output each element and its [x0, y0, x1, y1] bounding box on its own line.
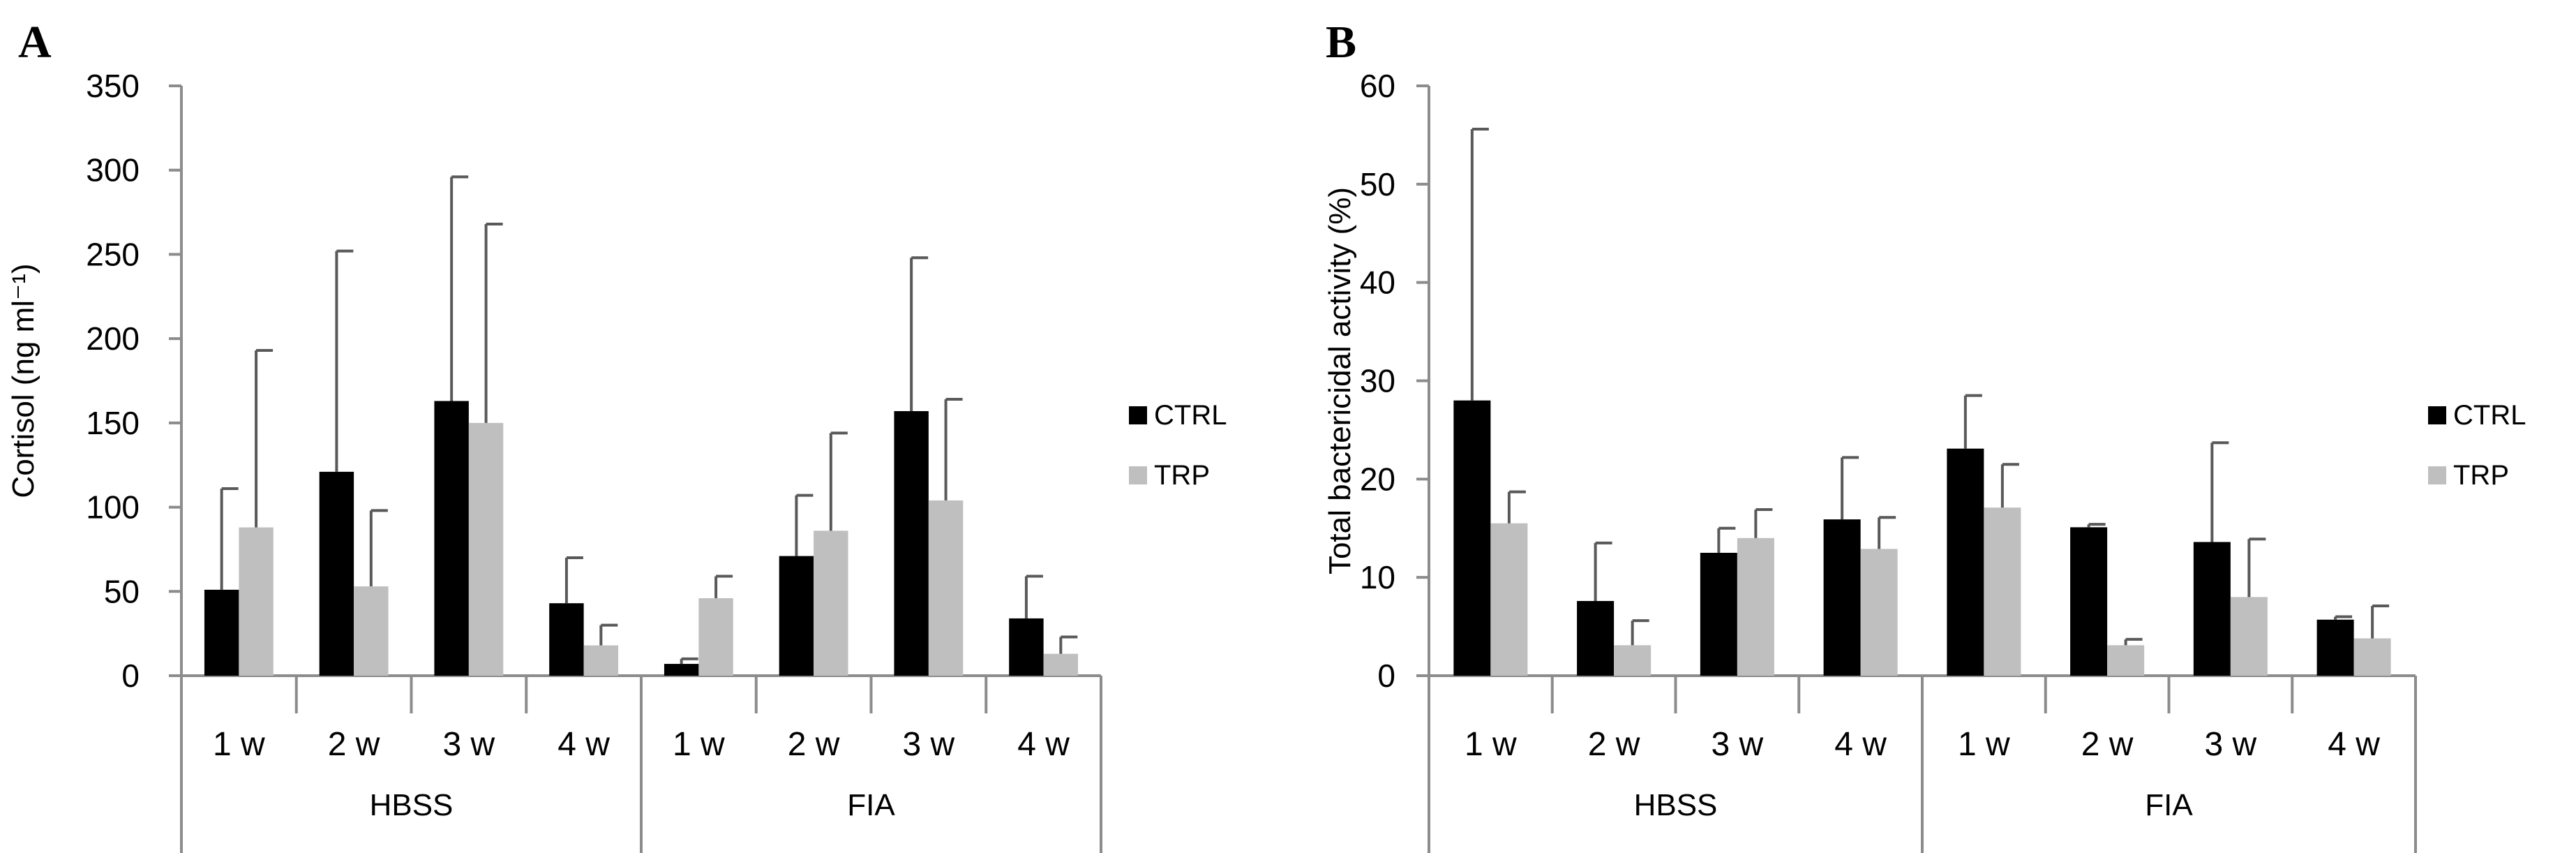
legend-swatch-trp — [2428, 466, 2446, 484]
y-tick-label: 200 — [86, 320, 140, 357]
y-tick-label: 50 — [104, 573, 140, 609]
bar-trp — [239, 527, 274, 676]
x-tick-label: 1 w — [1958, 726, 2010, 763]
y-tick-label: 150 — [86, 405, 140, 441]
bar-trp — [1043, 653, 1079, 676]
bar-ctrl — [894, 410, 929, 676]
group-label: HBSS — [370, 788, 454, 822]
y-tick-label: 10 — [1360, 559, 1395, 595]
x-tick-label: 1 w — [673, 726, 725, 763]
bar-trp — [2230, 597, 2268, 676]
y-axis-title: Cortisol (ng ml⁻¹) — [6, 263, 40, 498]
legend-label-trp: TRP — [1154, 460, 1210, 491]
bar-trp — [583, 645, 619, 676]
bar-ctrl — [319, 471, 354, 676]
group-label: FIA — [2145, 788, 2193, 822]
bar-trp — [1614, 645, 1652, 676]
y-tick-label: 300 — [86, 152, 140, 188]
x-tick-label: 2 w — [788, 726, 840, 763]
x-tick-label: 1 w — [1465, 726, 1517, 763]
y-tick-label: 60 — [1360, 68, 1395, 104]
legend-swatch-ctrl — [2428, 406, 2446, 424]
x-tick-label: 2 w — [1588, 726, 1640, 763]
bar-ctrl — [434, 401, 469, 676]
x-tick-label: 3 w — [443, 726, 495, 763]
chart-panel-a: A 0 50 100 150 200 250 300 350 Cortisol (ng ml⁻¹)… — [6, 17, 1227, 853]
x-tick-label: 2 w — [328, 726, 380, 763]
x-tick-label: 4 w — [557, 726, 610, 763]
x-tick-label: 3 w — [903, 726, 955, 763]
bar-trp — [698, 598, 733, 676]
y-tick-label: 250 — [86, 236, 140, 272]
legend-label-trp: TRP — [2453, 460, 2509, 491]
x-tick-label: 4 w — [2328, 726, 2380, 763]
group-label: FIA — [847, 788, 895, 822]
y-tick-label: 30 — [1360, 363, 1395, 399]
x-tick-label: 1 w — [213, 726, 265, 763]
bar-trp — [1490, 523, 1528, 676]
bar-trp — [2107, 645, 2145, 676]
group-label: HBSS — [1634, 788, 1718, 822]
bar-ctrl — [1577, 600, 1615, 676]
bar-ctrl — [664, 664, 699, 676]
y-tick-label: 20 — [1360, 461, 1395, 497]
legend-swatch-trp — [1129, 466, 1147, 484]
bar-trp — [1737, 537, 1774, 676]
x-tick-label: 3 w — [2205, 726, 2257, 763]
bar-ctrl — [2070, 527, 2108, 676]
bar-ctrl — [204, 589, 239, 676]
bar-ctrl — [2193, 542, 2231, 676]
legend-label-ctrl: CTRL — [1154, 400, 1227, 431]
bar-trp — [354, 586, 389, 676]
y-tick-label: 100 — [86, 489, 140, 526]
bar-ctrl — [549, 603, 584, 676]
bar-ctrl — [1453, 400, 1491, 676]
bar-trp — [2353, 638, 2391, 676]
bar-trp — [1860, 549, 1898, 676]
bar-ctrl — [1009, 618, 1044, 676]
bar-ctrl — [2316, 619, 2354, 676]
x-tick-label: 2 w — [2081, 726, 2134, 763]
y-axis-title: Total bactericidal activity (%) — [1323, 187, 1357, 574]
bar-ctrl — [779, 556, 814, 676]
y-tick-label: 0 — [1377, 658, 1395, 694]
y-tick-label: 50 — [1360, 166, 1395, 202]
y-tick-label: 350 — [86, 68, 140, 104]
panel-label: B — [1326, 17, 1356, 68]
bar-trp — [814, 531, 848, 676]
legend-label-ctrl: CTRL — [2453, 400, 2526, 431]
bar-ctrl — [1823, 519, 1861, 676]
bar-ctrl — [1700, 552, 1737, 676]
bar-trp — [468, 422, 504, 676]
panel-label: A — [18, 17, 52, 68]
y-tick-label: 0 — [121, 658, 140, 694]
x-tick-label: 4 w — [1834, 726, 1887, 763]
bar-ctrl — [1947, 448, 1984, 676]
x-tick-label: 4 w — [1017, 726, 1070, 763]
bar-trp — [1984, 507, 2021, 676]
legend-swatch-ctrl — [1129, 406, 1147, 424]
chart-panel-b: B 0 10 20 30 40 50 60 Total bactericidal activit… — [1323, 17, 2526, 853]
x-tick-label: 3 w — [1712, 726, 1764, 763]
bar-trp — [928, 500, 964, 676]
y-tick-label: 40 — [1360, 265, 1395, 301]
